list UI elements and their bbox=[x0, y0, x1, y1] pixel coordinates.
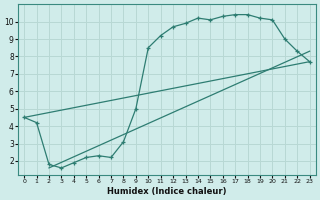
X-axis label: Humidex (Indice chaleur): Humidex (Indice chaleur) bbox=[107, 187, 227, 196]
